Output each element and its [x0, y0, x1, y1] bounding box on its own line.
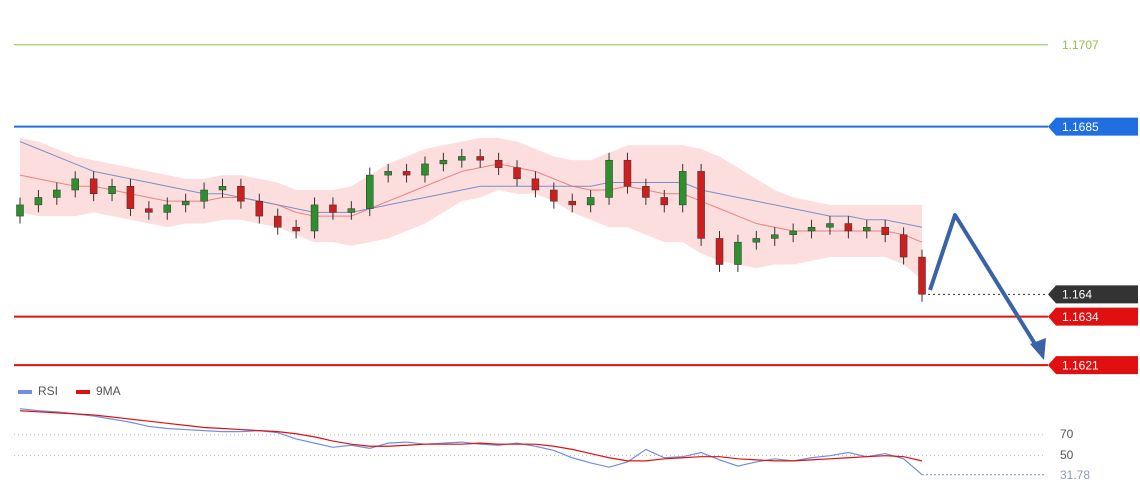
plot-layer: 1.1707 1.1685 1.164 1.1634 1.1621 70 50 RSI 9MA 3…	[14, 38, 1138, 482]
level-label-box	[1048, 285, 1138, 304]
candle-body	[163, 204, 172, 213]
candle-body	[678, 171, 687, 206]
candle-body	[789, 230, 797, 235]
level-label-box	[1048, 356, 1138, 375]
candle-body	[200, 189, 208, 202]
candle-body	[384, 171, 392, 176]
moving-average	[19, 163, 923, 243]
candle-body	[881, 227, 889, 235]
candle-body	[568, 200, 576, 206]
candle-body	[918, 256, 926, 295]
candle-body	[807, 227, 816, 232]
candle-body	[292, 227, 300, 232]
candle-body	[623, 159, 632, 187]
candle-body	[273, 215, 282, 228]
forecast-arrowhead	[1030, 338, 1046, 360]
candle-body	[715, 238, 724, 265]
candle-body	[697, 171, 705, 239]
candle-body	[642, 186, 650, 198]
level-label: 1.1634	[1062, 310, 1099, 324]
level-label-box	[1048, 307, 1138, 326]
candle-body	[34, 197, 43, 206]
candle-body	[605, 159, 613, 198]
candle-body	[310, 204, 319, 232]
candle-body	[108, 186, 116, 194]
level-label: 1.1707	[1062, 38, 1099, 52]
level-label-box	[1048, 117, 1138, 136]
y-tick-label: 70	[1060, 427, 1074, 441]
candle-body	[218, 186, 227, 191]
candle-body	[16, 204, 24, 217]
last-value-label: 31.78	[1060, 468, 1090, 482]
candle-body	[347, 208, 356, 213]
legend-swatch	[18, 390, 32, 394]
candle-body	[255, 200, 264, 217]
candle-body	[660, 197, 669, 206]
candle-body	[89, 178, 98, 194]
candle-body	[458, 156, 466, 161]
candle-body	[53, 189, 61, 198]
indicator-line	[19, 408, 923, 476]
candle-body	[752, 238, 761, 243]
y-tick-label: 50	[1060, 448, 1074, 462]
legend-label: 9MA	[96, 384, 121, 398]
level-label: 1.1621	[1062, 358, 1099, 372]
candle-body	[863, 227, 871, 232]
candle-body	[366, 174, 374, 209]
candle-body	[329, 204, 337, 213]
candle-body	[899, 234, 908, 258]
level-label: 1.1685	[1062, 120, 1099, 134]
candle-body	[513, 167, 521, 180]
moving-average	[19, 141, 923, 228]
indicator-line	[19, 410, 923, 462]
candle-body	[531, 178, 540, 191]
level-label: 1.164	[1062, 287, 1092, 301]
candle-body	[494, 159, 503, 168]
legend-label: RSI	[38, 384, 58, 398]
candle-body	[476, 156, 484, 161]
candle-body	[439, 159, 448, 165]
candle-body	[586, 197, 595, 206]
candle-body	[734, 241, 742, 265]
candle-body	[770, 234, 779, 239]
candle-body	[126, 186, 135, 209]
candle-body	[237, 186, 245, 202]
bollinger-band	[20, 137, 922, 280]
forecast-arrow	[928, 213, 1042, 354]
candle-body	[145, 208, 153, 213]
candle-body	[421, 163, 429, 176]
candle-body	[844, 223, 853, 232]
candle-body	[181, 200, 190, 206]
candle-body	[826, 223, 834, 228]
legend-swatch	[76, 390, 90, 394]
candle-body	[550, 189, 558, 202]
candle-body	[71, 178, 79, 191]
candle-body	[402, 171, 411, 176]
